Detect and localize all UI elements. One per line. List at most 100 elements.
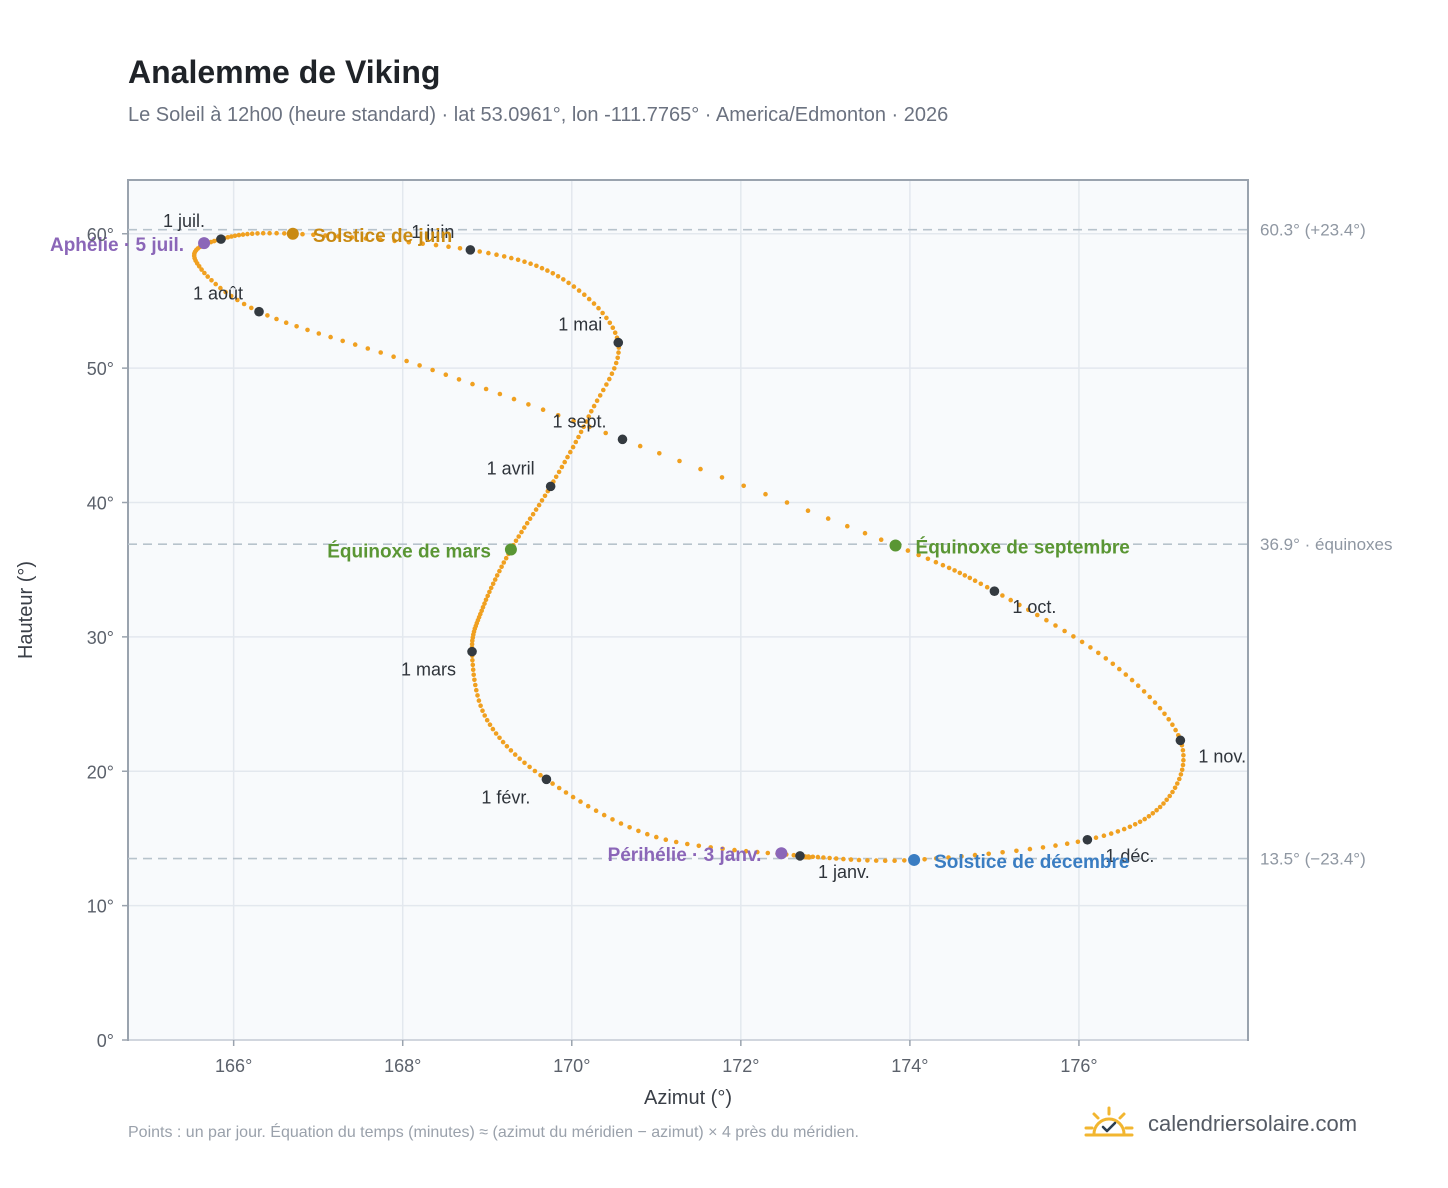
day-point	[352, 342, 358, 347]
day-point	[627, 825, 632, 830]
day-point	[501, 560, 507, 565]
day-point	[561, 277, 566, 282]
x-tick-label: 166°	[215, 1056, 252, 1076]
day-point	[1027, 846, 1033, 852]
day-point	[484, 717, 490, 723]
day-point	[1166, 717, 1171, 722]
day-point	[604, 315, 609, 321]
day-point	[479, 608, 485, 614]
day-point	[1079, 639, 1085, 645]
month-marker	[467, 646, 477, 657]
event-marker	[908, 853, 921, 866]
day-point	[1161, 801, 1166, 806]
day-point	[1157, 804, 1163, 810]
month-label: 1 juil.	[163, 211, 205, 231]
day-point	[202, 270, 207, 276]
day-point	[933, 856, 939, 861]
month-marker	[795, 851, 805, 861]
month-marker	[216, 234, 226, 244]
day-point	[477, 249, 483, 254]
day-point	[612, 366, 617, 371]
day-point	[1096, 650, 1101, 656]
day-point	[1115, 829, 1121, 834]
event-label: Solstice de juin	[313, 226, 452, 247]
day-point	[1127, 824, 1133, 830]
month-label: 1 sept.	[552, 411, 606, 431]
day-point	[526, 402, 531, 407]
day-point	[967, 575, 973, 581]
day-point	[515, 257, 521, 263]
day-point	[587, 424, 592, 430]
day-point	[1179, 767, 1185, 773]
day-point	[472, 677, 477, 683]
day-point	[540, 407, 546, 413]
day-point	[323, 233, 328, 238]
day-point	[503, 555, 509, 561]
day-point	[274, 230, 279, 236]
day-point	[1108, 831, 1114, 836]
day-point	[328, 334, 333, 340]
brand[interactable]: calendriersolaire.com	[1082, 1104, 1357, 1144]
day-point	[559, 464, 565, 470]
day-point	[245, 231, 250, 237]
day-point	[1167, 793, 1172, 799]
day-point	[743, 848, 749, 854]
day-point	[1075, 839, 1081, 845]
day-point	[483, 597, 489, 603]
day-point	[556, 469, 562, 475]
day-point	[509, 255, 514, 261]
day-point	[878, 537, 884, 542]
day-point	[476, 698, 482, 703]
day-point	[607, 320, 613, 326]
day-point	[474, 687, 479, 693]
month-marker	[465, 245, 476, 255]
day-point	[497, 568, 502, 574]
x-tick-label: 176°	[1060, 1056, 1097, 1076]
day-point	[933, 559, 939, 565]
day-point	[827, 855, 832, 861]
day-point	[490, 581, 496, 587]
chart-title: Analemme de Viking	[128, 54, 441, 90]
day-point	[1141, 689, 1147, 694]
day-point	[1110, 661, 1116, 667]
day-point	[249, 305, 254, 311]
day-point	[475, 693, 480, 698]
reference-line-label: 60.3° (+23.4°)	[1260, 221, 1366, 240]
day-point	[573, 439, 579, 445]
day-point	[1177, 776, 1182, 782]
reference-lines: 60.3° (+23.4°) 36.9° · équinoxes 13.5° (−2…	[128, 221, 1393, 869]
day-point	[607, 376, 612, 382]
x-tick-label: 168°	[384, 1056, 421, 1076]
day-point	[490, 726, 496, 732]
day-point	[791, 852, 797, 858]
day-point	[282, 231, 287, 236]
day-point	[213, 281, 218, 287]
day-point	[511, 396, 517, 402]
day-point	[1000, 593, 1005, 598]
day-point	[487, 722, 493, 727]
day-point	[1146, 814, 1152, 819]
day-point	[609, 371, 615, 377]
day-point	[538, 772, 543, 778]
day-point	[480, 605, 486, 610]
day-point	[487, 589, 492, 595]
day-point	[378, 237, 383, 242]
day-point	[542, 493, 548, 499]
day-point	[482, 601, 487, 606]
day-point	[1093, 835, 1099, 840]
day-point	[209, 278, 214, 283]
day-point	[235, 297, 240, 303]
day-point	[1142, 816, 1147, 822]
day-point	[1180, 748, 1186, 753]
day-point	[513, 538, 519, 544]
day-point	[612, 330, 618, 336]
month-label: 1 oct.	[1012, 597, 1056, 617]
day-point	[420, 241, 426, 246]
day-point	[862, 530, 868, 536]
day-point	[615, 355, 620, 361]
month-marker	[989, 586, 1000, 596]
day-point	[1152, 700, 1158, 705]
day-point	[492, 577, 498, 582]
event-marker	[889, 539, 902, 552]
